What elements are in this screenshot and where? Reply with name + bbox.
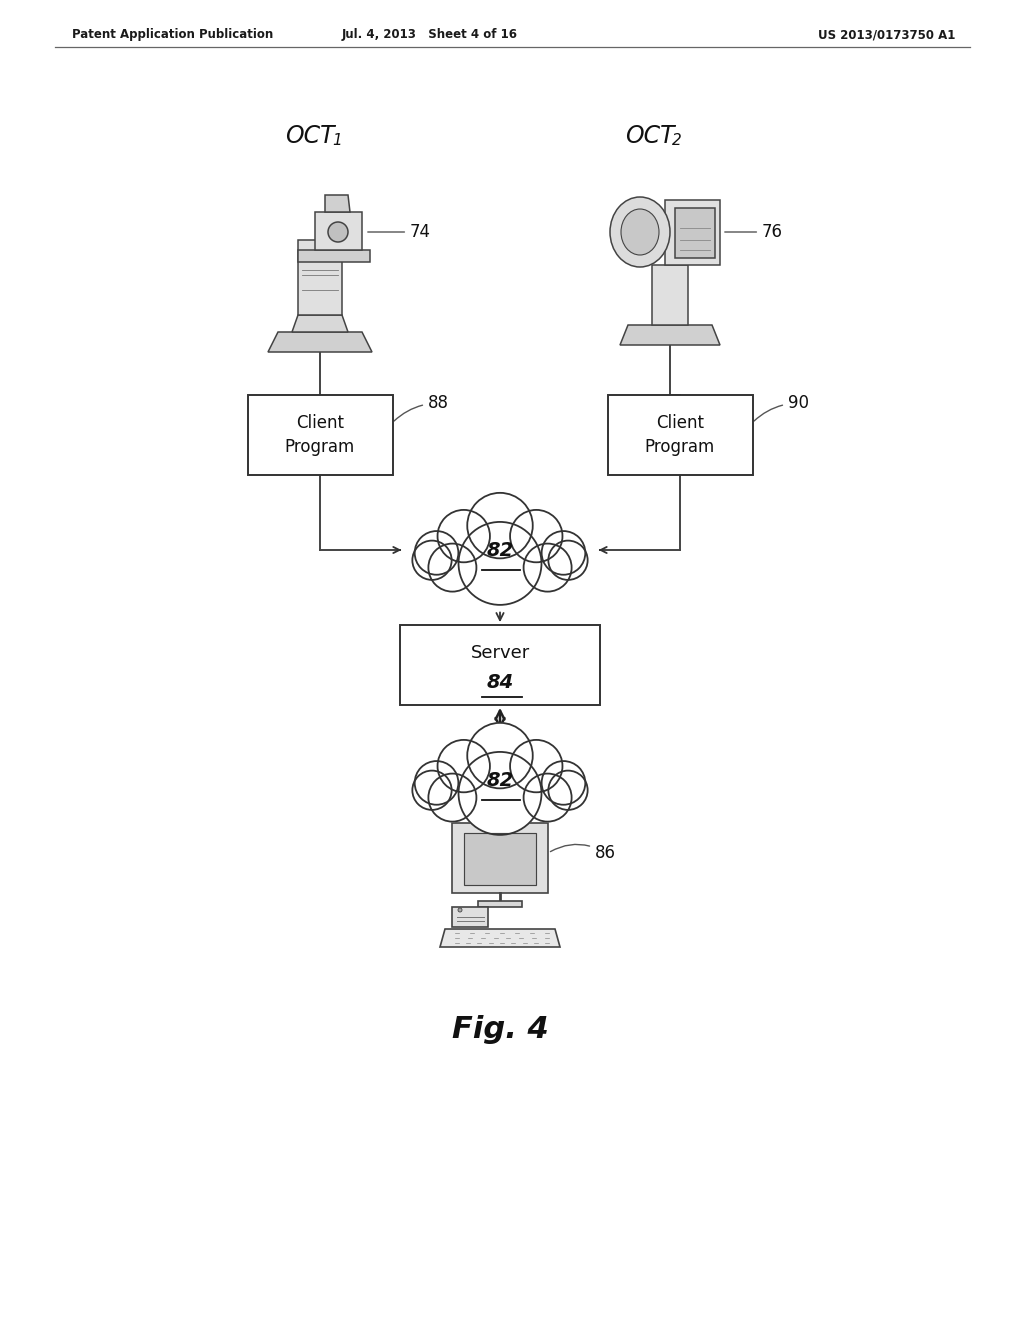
FancyBboxPatch shape <box>464 833 536 884</box>
Circle shape <box>548 771 588 810</box>
Circle shape <box>428 774 476 821</box>
Text: 82: 82 <box>486 771 514 791</box>
Text: 90: 90 <box>754 393 809 421</box>
Text: Jul. 4, 2013   Sheet 4 of 16: Jul. 4, 2013 Sheet 4 of 16 <box>342 28 518 41</box>
Circle shape <box>328 222 348 242</box>
FancyBboxPatch shape <box>607 395 753 475</box>
Text: US 2013/0173750 A1: US 2013/0173750 A1 <box>817 28 955 41</box>
Circle shape <box>542 762 586 805</box>
Circle shape <box>437 510 489 562</box>
Polygon shape <box>268 333 372 352</box>
Circle shape <box>510 510 562 562</box>
Circle shape <box>459 521 542 605</box>
Text: 88: 88 <box>394 393 449 421</box>
Polygon shape <box>620 325 720 345</box>
Polygon shape <box>440 929 560 946</box>
Circle shape <box>510 741 562 792</box>
Text: 2: 2 <box>672 133 682 148</box>
Polygon shape <box>292 315 348 333</box>
FancyBboxPatch shape <box>400 624 600 705</box>
Circle shape <box>413 771 452 810</box>
Polygon shape <box>298 240 342 315</box>
Polygon shape <box>652 265 688 325</box>
Polygon shape <box>665 201 720 265</box>
Circle shape <box>523 544 571 591</box>
Circle shape <box>415 531 459 574</box>
FancyBboxPatch shape <box>478 902 522 907</box>
Circle shape <box>413 541 452 579</box>
Text: 82: 82 <box>486 541 514 561</box>
Polygon shape <box>675 209 715 257</box>
Polygon shape <box>315 213 362 249</box>
Circle shape <box>459 752 542 834</box>
Text: 84: 84 <box>486 673 514 693</box>
Text: 76: 76 <box>725 223 783 242</box>
Ellipse shape <box>610 197 670 267</box>
Polygon shape <box>325 195 350 213</box>
Text: Client
Program: Client Program <box>285 413 355 457</box>
Circle shape <box>467 723 532 788</box>
Circle shape <box>437 741 489 792</box>
Circle shape <box>523 774 571 821</box>
Polygon shape <box>298 249 370 261</box>
Ellipse shape <box>621 209 659 255</box>
FancyBboxPatch shape <box>248 395 392 475</box>
Text: Server: Server <box>470 644 529 663</box>
Text: OCT: OCT <box>285 124 335 148</box>
FancyBboxPatch shape <box>452 907 488 927</box>
FancyBboxPatch shape <box>452 822 548 894</box>
Text: 86: 86 <box>551 843 616 862</box>
Circle shape <box>415 762 459 805</box>
Text: Fig. 4: Fig. 4 <box>452 1015 549 1044</box>
Circle shape <box>467 492 532 558</box>
Circle shape <box>428 544 476 591</box>
Circle shape <box>548 541 588 579</box>
Circle shape <box>458 908 462 912</box>
Circle shape <box>542 531 586 574</box>
Text: 74: 74 <box>368 223 431 242</box>
Text: Patent Application Publication: Patent Application Publication <box>72 28 273 41</box>
Text: Client
Program: Client Program <box>645 413 715 457</box>
Text: OCT: OCT <box>625 124 675 148</box>
Text: 1: 1 <box>332 133 342 148</box>
